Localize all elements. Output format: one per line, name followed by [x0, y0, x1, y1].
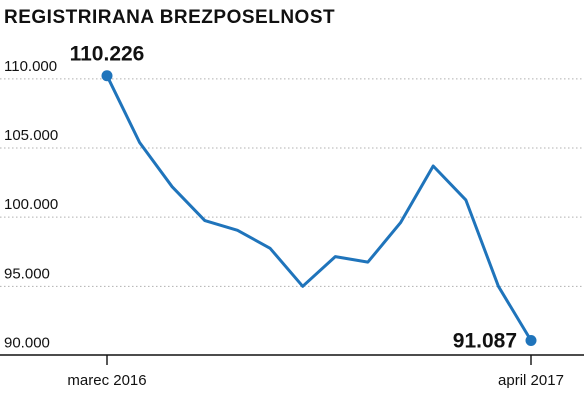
y-tick-label: 110.000	[4, 58, 57, 75]
x-axis-ticks: marec 2016 april 2017	[67, 355, 564, 389]
x-tick-label: marec 2016	[67, 372, 146, 389]
data-label: 91.087	[453, 329, 517, 352]
chart-title: REGISTRIRANA BREZPOSELNOST	[4, 7, 335, 28]
data-point-marker	[525, 334, 537, 346]
series-line	[105, 74, 533, 342]
data-labels: 110.226 91.087	[70, 43, 517, 353]
y-axis-tick-labels: 90.000 95.000 100.000 105.000 110.000	[4, 58, 58, 352]
y-tick-label: 105.000	[4, 127, 58, 144]
grid-lines	[0, 78, 584, 287]
y-tick-label: 90.000	[4, 335, 50, 352]
x-tick-label: april 2017	[498, 372, 564, 389]
point-markers	[101, 70, 537, 346]
y-tick-label: 95.000	[4, 265, 50, 282]
data-point-marker	[101, 70, 113, 82]
data-label: 110.226	[70, 43, 145, 66]
y-tick-label: 100.000	[4, 196, 58, 213]
